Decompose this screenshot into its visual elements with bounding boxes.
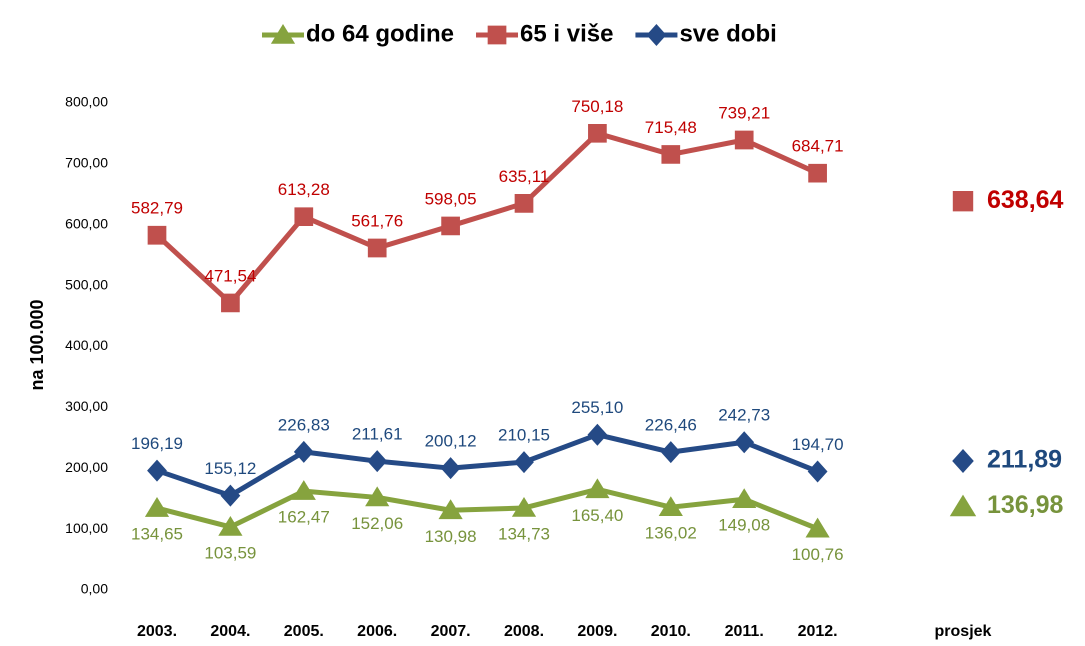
x-tick-label: 2006. (357, 623, 397, 640)
data-label: 226,83 (278, 415, 330, 434)
data-point (291, 480, 316, 500)
data-label: 196,19 (131, 434, 183, 453)
y-tick-label: 700,00 (65, 155, 108, 171)
data-point (293, 440, 314, 463)
data-label: 210,15 (498, 426, 550, 445)
data-label: 613,28 (278, 180, 330, 199)
data-label: 134,73 (498, 524, 550, 543)
average-label: 211,89 (987, 446, 1062, 474)
data-label: 165,40 (571, 506, 623, 525)
legend-label: 65 i više (520, 20, 613, 47)
x-tick-label: 2011. (725, 623, 764, 640)
data-point (294, 207, 314, 227)
data-point (438, 499, 463, 520)
data-point (660, 441, 681, 464)
data-label: 136,02 (645, 524, 697, 543)
legend-marker (270, 24, 296, 44)
data-point (588, 123, 607, 143)
x-tick-label: 2004. (210, 623, 250, 640)
data-point (514, 451, 534, 474)
data-label: 598,05 (425, 189, 477, 208)
data-label: 200,12 (425, 432, 477, 451)
data-label: 715,48 (645, 118, 697, 137)
average-point (949, 494, 977, 517)
data-point (805, 517, 830, 538)
data-point (367, 238, 387, 258)
legend-marker (487, 25, 507, 45)
y-tick-label: 300,00 (65, 398, 108, 414)
data-label: 684,71 (792, 137, 844, 156)
data-point (511, 496, 537, 517)
series-line (155, 130, 819, 306)
x-tick-label: 2008. (504, 623, 544, 640)
data-label: 162,47 (278, 508, 330, 527)
y-tick-label: 200,00 (65, 459, 108, 475)
data-label: 255,10 (571, 398, 623, 417)
data-point (367, 450, 388, 473)
data-label: 211,61 (352, 425, 403, 444)
y-tick-label: 500,00 (65, 276, 108, 292)
data-point (732, 488, 757, 509)
data-label: 242,73 (718, 406, 770, 425)
data-point (514, 194, 534, 213)
x-tick-label: 2010. (651, 623, 691, 640)
data-label: 130,98 (425, 527, 477, 546)
data-label: 739,21 (718, 103, 770, 122)
data-point (218, 515, 243, 536)
data-point (144, 497, 170, 517)
data-label: 152,06 (351, 514, 403, 533)
data-label: 635,11 (499, 167, 550, 186)
data-point (585, 478, 610, 499)
data-label: 149,08 (718, 516, 770, 535)
data-point (440, 457, 461, 480)
average-label: 136,98 (987, 491, 1064, 519)
x-tick-label: 2012. (798, 623, 838, 640)
data-point (661, 145, 681, 164)
data-label: 226,46 (645, 416, 697, 435)
data-label: 561,76 (351, 212, 403, 231)
x-tick-label: 2009. (577, 623, 617, 640)
data-point (147, 225, 167, 245)
data-point (147, 459, 167, 482)
series-line (156, 486, 819, 531)
data-point (587, 423, 608, 446)
average-category-label: prosjek (935, 623, 992, 640)
data-point (658, 496, 683, 516)
data-label: 155,12 (204, 459, 256, 478)
average-point (952, 449, 974, 474)
data-label: 134,65 (131, 525, 183, 544)
legend-marker (646, 24, 667, 46)
data-label: 194,70 (792, 435, 844, 454)
data-point (734, 431, 755, 454)
data-label: 582,79 (131, 199, 183, 218)
x-tick-label: 2005. (284, 623, 324, 640)
data-point (220, 484, 241, 507)
x-tick-label: 2007. (431, 623, 471, 640)
data-point (807, 460, 828, 483)
legend-label: do 64 godine (306, 20, 454, 47)
data-label: 750,18 (571, 97, 623, 116)
data-point (221, 293, 240, 313)
data-point (365, 486, 390, 507)
series-line (156, 432, 819, 499)
y-tick-label: 0,00 (81, 581, 108, 597)
y-tick-label: 400,00 (65, 337, 108, 353)
data-label: 471,54 (204, 266, 256, 285)
data-label: 103,59 (204, 543, 256, 562)
average-point (952, 191, 974, 212)
data-label: 100,76 (792, 545, 844, 564)
average-label: 638,64 (987, 186, 1064, 214)
x-tick-label: 2003. (137, 623, 177, 640)
data-point (734, 130, 754, 150)
y-tick-label: 800,00 (65, 94, 108, 110)
data-point (441, 216, 460, 236)
data-point (808, 163, 827, 183)
y-tick-label: 600,00 (65, 215, 108, 231)
legend-label: sve dobi (679, 20, 776, 47)
y-axis-label: na 100.000 (27, 299, 47, 390)
y-tick-label: 100,00 (65, 520, 108, 536)
